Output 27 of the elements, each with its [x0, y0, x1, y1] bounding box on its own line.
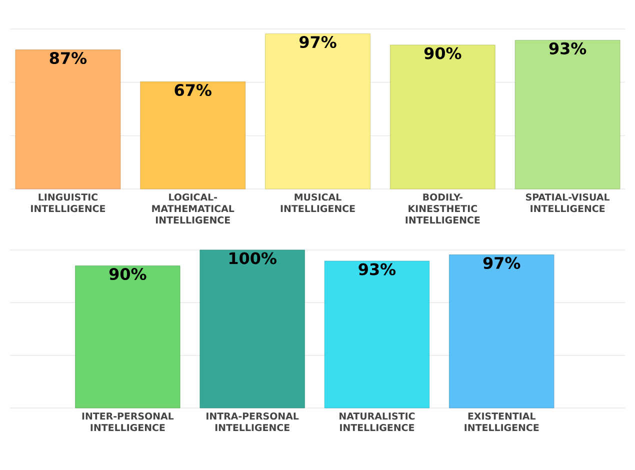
x-tick-label: SPATIAL-VISUAL INTELLIGENCE — [526, 194, 610, 212]
x-tick-label: LINGUISTIC INTELLIGENCE — [31, 194, 106, 212]
x-tick-label: EXISTENTIAL INTELLIGENCE — [464, 412, 539, 432]
x-tick-label: INTRA-PERSONAL INTELLIGENCE — [206, 412, 299, 432]
x-tick-label: NATURALISTIC INTELLIGENCE — [340, 412, 415, 432]
bar — [514, 40, 620, 190]
data-label: 100% — [229, 252, 276, 264]
x-tick-label: INTER-PERSONAL INTELLIGENCE — [82, 412, 174, 432]
bar — [324, 260, 430, 408]
data-label: 97% — [300, 36, 336, 48]
bar — [265, 34, 370, 190]
data-label: 67% — [174, 84, 212, 96]
data-label: 93% — [358, 263, 396, 276]
x-tick-label: MUSICAL INTELLIGENCE — [280, 194, 355, 212]
data-label: 90% — [109, 268, 146, 280]
bar — [15, 50, 121, 190]
bar — [449, 254, 554, 408]
bar — [140, 82, 246, 190]
data-label: 87% — [50, 52, 87, 64]
bar — [390, 44, 496, 190]
bar — [200, 250, 305, 408]
data-label: 90% — [424, 47, 462, 60]
bar — [75, 266, 180, 408]
x-tick-label: BODILY-KINESTHETIC INTELLIGENCE — [406, 194, 480, 224]
data-label: 93% — [549, 42, 586, 54]
x-tick-label: LOGICAL-MATHEMATICAL INTELLIGENCE — [152, 194, 234, 224]
data-label: 97% — [483, 256, 520, 269]
